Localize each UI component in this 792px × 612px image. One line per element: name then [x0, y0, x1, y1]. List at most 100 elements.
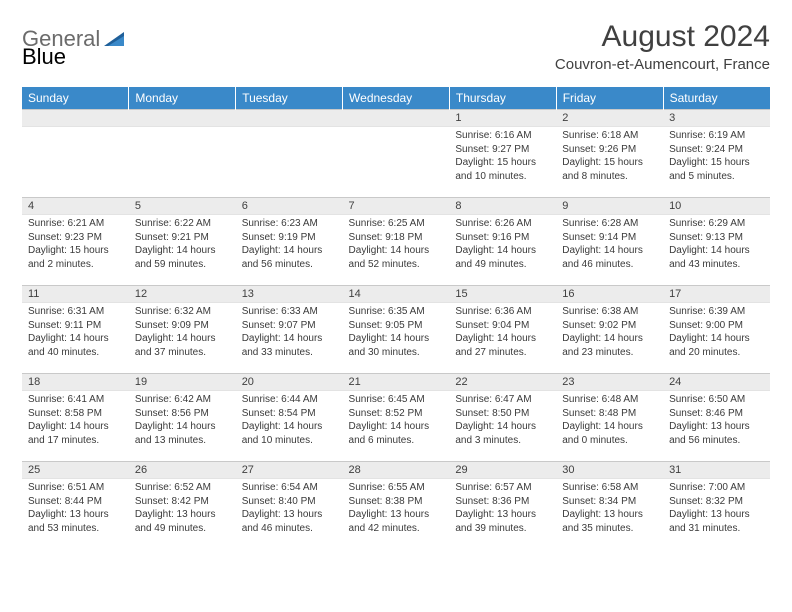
sunset-text: Sunset: 8:52 PM: [349, 407, 444, 421]
daylight-text: Daylight: 13 hours and 42 minutes.: [349, 508, 444, 535]
daylight-text: Daylight: 14 hours and 0 minutes.: [562, 420, 657, 447]
sunrise-text: Sunrise: 6:19 AM: [669, 129, 764, 143]
day-content: Sunrise: 6:22 AMSunset: 9:21 PMDaylight:…: [129, 215, 236, 275]
sunset-text: Sunset: 9:00 PM: [669, 319, 764, 333]
day-number: 21: [343, 374, 450, 391]
daylight-text: Daylight: 14 hours and 23 minutes.: [562, 332, 657, 359]
sunset-text: Sunset: 8:48 PM: [562, 407, 657, 421]
sunrise-text: Sunrise: 6:57 AM: [455, 481, 550, 495]
calendar-day-cell: [343, 110, 450, 198]
daylight-text: Daylight: 14 hours and 59 minutes.: [135, 244, 230, 271]
daylight-text: Daylight: 13 hours and 49 minutes.: [135, 508, 230, 535]
day-number: 12: [129, 286, 236, 303]
daylight-text: Daylight: 13 hours and 56 minutes.: [669, 420, 764, 447]
calendar-day-cell: 3Sunrise: 6:19 AMSunset: 9:24 PMDaylight…: [663, 110, 770, 198]
sunset-text: Sunset: 9:18 PM: [349, 231, 444, 245]
calendar-day-cell: 29Sunrise: 6:57 AMSunset: 8:36 PMDayligh…: [449, 462, 556, 550]
day-number: 18: [22, 374, 129, 391]
sunset-text: Sunset: 8:50 PM: [455, 407, 550, 421]
sunrise-text: Sunrise: 6:18 AM: [562, 129, 657, 143]
day-content: Sunrise: 6:21 AMSunset: 9:23 PMDaylight:…: [22, 215, 129, 275]
day-number: 16: [556, 286, 663, 303]
sunset-text: Sunset: 8:32 PM: [669, 495, 764, 509]
calendar-page: General August 2024 Couvron-et-Aumencour…: [0, 0, 792, 570]
day-content: Sunrise: 6:23 AMSunset: 9:19 PMDaylight:…: [236, 215, 343, 275]
day-content: Sunrise: 6:57 AMSunset: 8:36 PMDaylight:…: [449, 479, 556, 539]
sunrise-text: Sunrise: 7:00 AM: [669, 481, 764, 495]
calendar-day-cell: 21 Sunrise: 6:45 AMSunset: 8:52 PMDayligh…: [343, 374, 450, 462]
calendar-day-cell: 6Sunrise: 6:23 AMSunset: 9:19 PMDaylight…: [236, 198, 343, 286]
daylight-text: Daylight: 14 hours and 6 minutes.: [349, 420, 444, 447]
daylight-text: Daylight: 14 hours and 37 minutes.: [135, 332, 230, 359]
sunset-text: Sunset: 9:19 PM: [242, 231, 337, 245]
calendar-day-cell: 28Sunrise: 6:55 AMSunset: 8:38 PMDayligh…: [343, 462, 450, 550]
calendar-body: 1Sunrise: 6:16 AMSunset: 9:27 PMDaylight…: [22, 110, 770, 550]
sunrise-text: Sunrise: 6:45 AM: [349, 393, 444, 407]
sunrise-text: Sunrise: 6:54 AM: [242, 481, 337, 495]
daylight-text: Daylight: 15 hours and 5 minutes.: [669, 156, 764, 183]
day-content: Sunrise: 6:31 AMSunset: 9:11 PMDaylight:…: [22, 303, 129, 363]
day-number: 14: [343, 286, 450, 303]
day-content: Sunrise: 6:51 AMSunset: 8:44 PMDaylight:…: [22, 479, 129, 539]
daylight-text: Daylight: 13 hours and 46 minutes.: [242, 508, 337, 535]
sunset-text: Sunset: 9:24 PM: [669, 143, 764, 157]
day-content: Sunrise: 6:58 AMSunset: 8:34 PMDaylight:…: [556, 479, 663, 539]
sunset-text: Sunset: 8:40 PM: [242, 495, 337, 509]
day-number: 11: [22, 286, 129, 303]
sunrise-text: Sunrise: 6:33 AM: [242, 305, 337, 319]
sunrise-text: Sunrise: 6:36 AM: [455, 305, 550, 319]
day-content: Sunrise: 6:47 AMSunset: 8:50 PMDaylight:…: [449, 391, 556, 451]
day-number: 25: [22, 462, 129, 479]
calendar-day-cell: 1Sunrise: 6:16 AMSunset: 9:27 PMDaylight…: [449, 110, 556, 198]
calendar-day-cell: 24Sunrise: 6:50 AMSunset: 8:46 PMDayligh…: [663, 374, 770, 462]
weekday-header: Thursday: [449, 87, 556, 110]
calendar-day-cell: 4Sunrise: 6:21 AMSunset: 9:23 PMDaylight…: [22, 198, 129, 286]
day-number: 13: [236, 286, 343, 303]
sunrise-text: Sunrise: 6:55 AM: [349, 481, 444, 495]
daylight-text: Daylight: 14 hours and 43 minutes.: [669, 244, 764, 271]
daylight-text: Daylight: 14 hours and 20 minutes.: [669, 332, 764, 359]
sunset-text: Sunset: 8:46 PM: [669, 407, 764, 421]
daylight-text: Daylight: 15 hours and 2 minutes.: [28, 244, 123, 271]
day-content: Sunrise: 6:25 AMSunset: 9:18 PMDaylight:…: [343, 215, 450, 275]
sunset-text: Sunset: 8:54 PM: [242, 407, 337, 421]
day-content: Sunrise: 6:28 AMSunset: 9:14 PMDaylight:…: [556, 215, 663, 275]
sunrise-text: Sunrise: 6:47 AM: [455, 393, 550, 407]
day-number: 15: [449, 286, 556, 303]
calendar-week-row: 25Sunrise: 6:51 AMSunset: 8:44 PMDayligh…: [22, 462, 770, 550]
day-content: Sunrise: 6:38 AMSunset: 9:02 PMDaylight:…: [556, 303, 663, 363]
sunrise-text: Sunrise: 6:23 AM: [242, 217, 337, 231]
sunset-text: Sunset: 8:34 PM: [562, 495, 657, 509]
calendar-day-cell: 9Sunrise: 6:28 AMSunset: 9:14 PMDaylight…: [556, 198, 663, 286]
sunrise-text: Sunrise: 6:42 AM: [135, 393, 230, 407]
day-number: 28: [343, 462, 450, 479]
logo-line2: Blue: [22, 44, 66, 70]
weekday-header: Monday: [129, 87, 236, 110]
sunrise-text: Sunrise: 6:28 AM: [562, 217, 657, 231]
day-content: Sunrise: 6:52 AMSunset: 8:42 PMDaylight:…: [129, 479, 236, 539]
day-number: 17: [663, 286, 770, 303]
page-title: August 2024: [555, 20, 770, 54]
day-content: Sunrise: 6:19 AMSunset: 9:24 PMDaylight:…: [663, 127, 770, 187]
calendar-day-cell: [129, 110, 236, 198]
sunset-text: Sunset: 9:13 PM: [669, 231, 764, 245]
sunset-text: Sunset: 9:07 PM: [242, 319, 337, 333]
day-number: 10: [663, 198, 770, 215]
daylight-text: Daylight: 13 hours and 35 minutes.: [562, 508, 657, 535]
day-content: Sunrise: 6:50 AMSunset: 8:46 PMDaylight:…: [663, 391, 770, 451]
sunrise-text: Sunrise: 6:50 AM: [669, 393, 764, 407]
daylight-text: Daylight: 14 hours and 56 minutes.: [242, 244, 337, 271]
sunrise-text: Sunrise: 6:25 AM: [349, 217, 444, 231]
day-content: Sunrise: 6:35 AMSunset: 9:05 PMDaylight:…: [343, 303, 450, 363]
sunrise-text: Sunrise: 6:39 AM: [669, 305, 764, 319]
day-content: Sunrise: 6:36 AMSunset: 9:04 PMDaylight:…: [449, 303, 556, 363]
day-content: Sunrise: 6:44 AMSunset: 8:54 PMDaylight:…: [236, 391, 343, 451]
calendar-day-cell: 15Sunrise: 6:36 AMSunset: 9:04 PMDayligh…: [449, 286, 556, 374]
calendar-day-cell: 17 Sunrise: 6:39 AMSunset: 9:00 PMDayligh…: [663, 286, 770, 374]
weekday-header: Tuesday: [236, 87, 343, 110]
sunset-text: Sunset: 9:11 PM: [28, 319, 123, 333]
sunset-text: Sunset: 9:05 PM: [349, 319, 444, 333]
sunset-text: Sunset: 9:02 PM: [562, 319, 657, 333]
day-number: 7: [343, 198, 450, 215]
calendar-day-cell: 30Sunrise: 6:58 AMSunset: 8:34 PMDayligh…: [556, 462, 663, 550]
